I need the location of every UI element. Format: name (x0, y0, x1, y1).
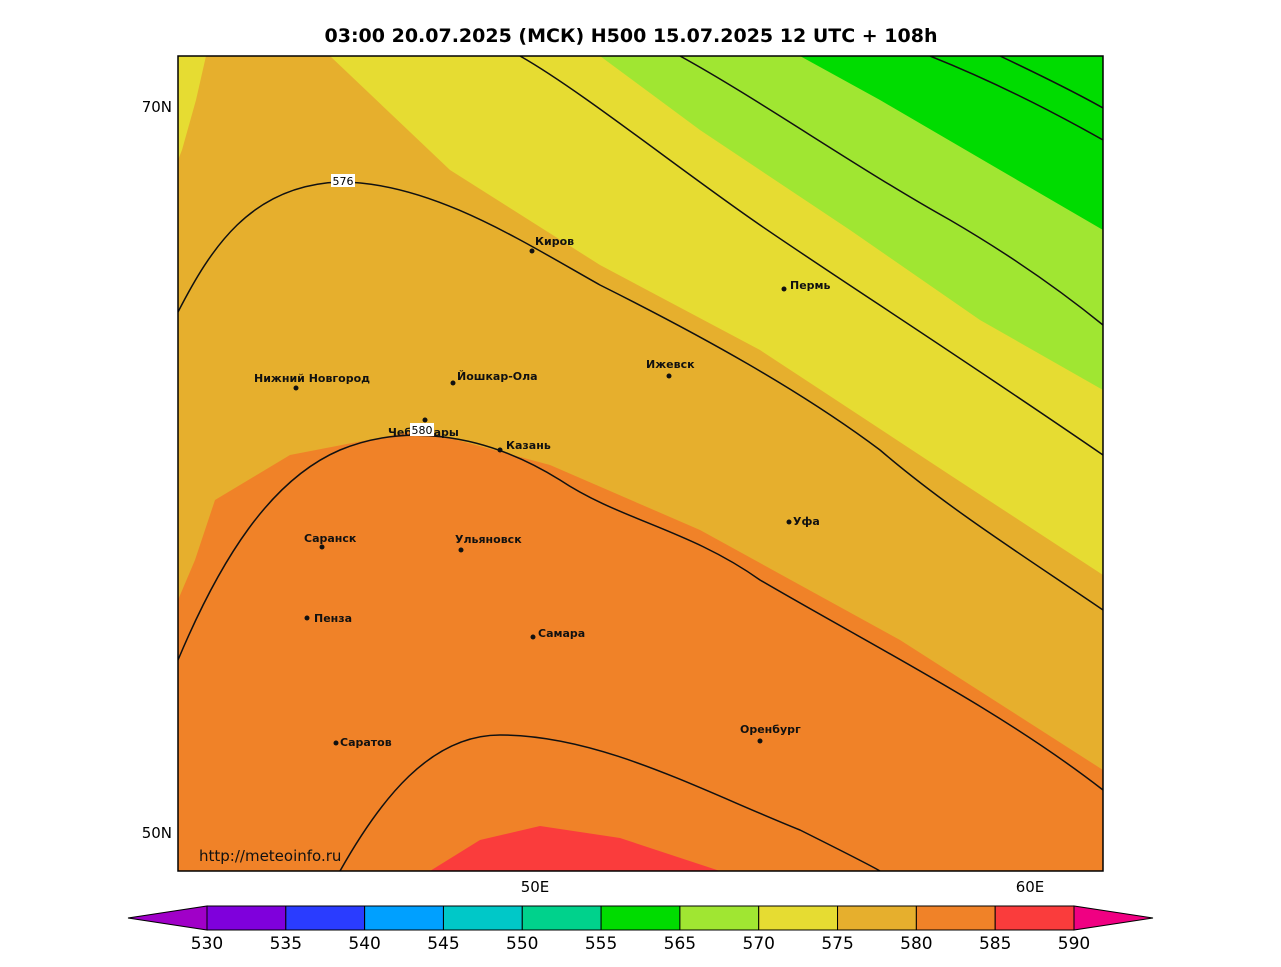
lat-label: 50N (142, 824, 172, 842)
colorbar-segment (837, 905, 917, 931)
city-dot (450, 380, 456, 386)
city-label: Пенза (314, 612, 352, 625)
colorbar-segment (364, 905, 444, 931)
city-label: Ижевск (646, 358, 695, 371)
city-dot (319, 544, 325, 550)
colorbar-under (127, 905, 208, 931)
contour-label: 580 (412, 424, 433, 437)
city-label: Казань (506, 439, 551, 452)
colorbar-segment (758, 905, 839, 931)
colorbar: 530 535 540 545 550 555 565 570 575 580 585 590 (127, 905, 1154, 954)
colorbar-tick-label: 570 (743, 934, 775, 954)
city-dot (530, 634, 536, 640)
city-dot (333, 740, 339, 746)
contour-labels: 576 580 (331, 174, 434, 437)
colorbar-tick-label: 535 (270, 934, 302, 954)
colorbar-tick-label: 590 (1058, 934, 1090, 954)
contour-label-bg (410, 423, 434, 436)
colorbar-segment (285, 905, 366, 931)
city-dot (293, 385, 299, 391)
colorbar-segment (206, 905, 287, 931)
city-label: Пермь (790, 279, 831, 292)
city-dot (757, 738, 763, 744)
title: 03:00 20.07.2025 (МСК) H500 15.07.2025 1… (325, 25, 938, 47)
colorbar-segment (679, 905, 760, 931)
city-label: Саранск (304, 532, 357, 545)
city-label: Нижний Новгород (254, 372, 370, 385)
colorbar-tick-label: 565 (664, 934, 696, 954)
colorbar-tick-label: 555 (585, 934, 617, 954)
colorbar-tick-label: 550 (506, 934, 538, 954)
city-dot (458, 547, 464, 553)
city-label: Самара (538, 627, 585, 640)
colorbar-segment (915, 905, 996, 931)
colorbar-segment (442, 905, 523, 931)
city-label: Саратов (340, 736, 392, 749)
lon-label: 50E (521, 878, 550, 896)
city-dot (781, 286, 787, 292)
city-label: Ульяновск (455, 533, 522, 546)
colorbar-segment (521, 905, 602, 931)
colorbar-tick-label: 585 (979, 934, 1011, 954)
lon-label: 60E (1016, 878, 1045, 896)
source-url: http://meteoinfo.ru (199, 847, 341, 865)
city-label: Киров (535, 235, 574, 248)
colorbar-segment (600, 905, 681, 931)
city-dot (666, 373, 672, 379)
map-frame (177, 55, 1104, 872)
colorbar-tick-label: 575 (821, 934, 853, 954)
city-label: Йошкар-Ола (457, 370, 538, 383)
colorbar-segment (994, 905, 1075, 931)
map-fields (178, 56, 1103, 871)
lat-label: 70N (142, 98, 172, 116)
city-dot (497, 447, 503, 453)
contour-label: 576 (333, 175, 354, 188)
city-label: Уфа (793, 515, 820, 528)
city-label: Оренбург (740, 723, 801, 736)
colorbar-tick-label: 580 (900, 934, 932, 954)
city-dot (304, 615, 310, 621)
city-dot (529, 248, 535, 254)
colorbar-tick-label: 545 (427, 934, 459, 954)
city-dot (422, 417, 428, 423)
colorbar-tick-label: 530 (191, 934, 223, 954)
colorbar-over (1073, 905, 1154, 931)
city-dot (786, 519, 792, 525)
colorbar-tick-label: 540 (348, 934, 380, 954)
contour-label-bg (331, 174, 355, 187)
